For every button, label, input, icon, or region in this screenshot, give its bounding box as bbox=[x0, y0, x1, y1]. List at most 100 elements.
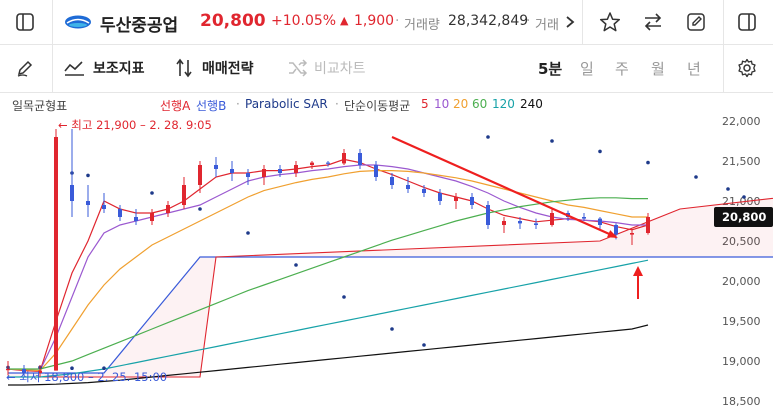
candle-body bbox=[454, 197, 458, 201]
candle-body bbox=[134, 217, 138, 221]
candle-body bbox=[646, 217, 650, 233]
change-percent: +10.05% bbox=[271, 13, 337, 29]
swap-icon[interactable] bbox=[641, 11, 665, 33]
stock-name: 두산중공업 bbox=[100, 16, 179, 36]
sar-dot bbox=[342, 295, 346, 299]
candle-body bbox=[438, 193, 442, 201]
sma-5-legend: 5 bbox=[421, 97, 429, 111]
sma-120-line bbox=[8, 259, 649, 378]
candle-body bbox=[22, 369, 26, 373]
candle-body bbox=[422, 189, 426, 193]
candle-body bbox=[38, 370, 42, 373]
change-amount: 1,900 bbox=[354, 13, 395, 29]
price-chart[interactable]: 22,00021,50021,00020,50020,00019,50019,0… bbox=[0, 92, 773, 418]
up-triangle-icon: ▲ bbox=[340, 14, 349, 27]
candle-body bbox=[294, 165, 298, 173]
sma-120-legend: 120 bbox=[492, 97, 515, 111]
y-tick-label: 22,000 bbox=[722, 115, 761, 128]
candle-body bbox=[102, 205, 106, 209]
chevron-right-icon[interactable] bbox=[563, 13, 577, 31]
header-bar: 두산중공업 20,800 +10.05% ▲ 1,900 · 거래량 28,34… bbox=[0, 0, 773, 45]
candle-body bbox=[550, 213, 554, 225]
divider bbox=[723, 44, 724, 92]
candle-body bbox=[582, 217, 586, 219]
y-tick-label: 20,000 bbox=[722, 275, 761, 288]
period-week-tab[interactable]: 주 bbox=[615, 60, 629, 78]
sma-240-legend: 240 bbox=[520, 97, 543, 111]
candle-body bbox=[54, 137, 58, 371]
sar-dot bbox=[694, 175, 698, 179]
sidebar-toggle-icon[interactable] bbox=[14, 11, 36, 33]
sar-dot bbox=[646, 160, 650, 165]
period-month-tab[interactable]: 월 bbox=[651, 60, 665, 78]
span-b-legend: 선행B bbox=[196, 99, 227, 113]
sma-legend-title: 단순이동평균 bbox=[344, 99, 411, 113]
candle-body bbox=[534, 223, 538, 225]
sar-dot bbox=[86, 173, 90, 178]
candle-body bbox=[342, 153, 346, 164]
y-tick-label: 18,500 bbox=[722, 395, 761, 408]
company-logo bbox=[64, 13, 92, 31]
drawing-pen-icon[interactable] bbox=[14, 57, 36, 79]
sma-60-legend: 60 bbox=[472, 97, 488, 111]
trend-line bbox=[391, 135, 617, 239]
period-5min-tab[interactable]: 5분 bbox=[538, 60, 563, 78]
y-tick-label: 21,500 bbox=[722, 155, 761, 168]
divider bbox=[52, 0, 53, 44]
sar-dot bbox=[486, 135, 490, 139]
candle-body bbox=[198, 165, 202, 185]
indicators-button[interactable]: 보조지표 bbox=[64, 56, 145, 80]
sar-dot bbox=[294, 263, 298, 267]
candle-body bbox=[118, 209, 122, 217]
sar-dot bbox=[102, 366, 106, 371]
candle-body bbox=[470, 197, 474, 205]
star-icon[interactable] bbox=[598, 11, 622, 33]
legend-dot: · bbox=[236, 97, 240, 111]
span-b-line bbox=[8, 197, 773, 378]
current-price: 20,800 bbox=[200, 11, 266, 31]
sma-10-legend: 10 bbox=[434, 97, 450, 111]
divider bbox=[582, 0, 583, 44]
candle-body bbox=[230, 169, 234, 173]
y-tick-label: 20,500 bbox=[722, 235, 761, 248]
candle-body bbox=[502, 221, 506, 225]
candle-body bbox=[150, 213, 154, 221]
sar-dot bbox=[246, 231, 250, 235]
sar-dot bbox=[70, 366, 74, 371]
candle-body bbox=[358, 153, 362, 165]
candle-body bbox=[614, 225, 618, 235]
trend-arrow-head bbox=[607, 230, 618, 238]
shuffle-icon bbox=[289, 59, 308, 77]
volume-value: 28,342,849 bbox=[448, 13, 529, 29]
strategy-button[interactable]: 매매전략 bbox=[175, 56, 254, 80]
candle-body bbox=[518, 221, 522, 224]
panel-toggle-icon[interactable] bbox=[736, 11, 758, 33]
period-day-tab[interactable]: 일 bbox=[580, 60, 594, 78]
candle-body bbox=[70, 185, 74, 201]
separator-dot: · bbox=[395, 13, 400, 29]
candle-body bbox=[182, 185, 186, 205]
candle-body bbox=[86, 201, 90, 205]
volume-label: 거래량 bbox=[404, 18, 440, 33]
sar-dot bbox=[422, 343, 426, 347]
compare-button[interactable]: 비교차트 bbox=[288, 56, 366, 80]
candle-body bbox=[326, 162, 330, 164]
separator-dot: · bbox=[526, 13, 531, 29]
candle-body bbox=[6, 369, 10, 371]
annotation-arrow-head bbox=[633, 266, 643, 276]
sar-dot bbox=[742, 195, 746, 199]
divider bbox=[52, 44, 53, 92]
span-a-line bbox=[8, 256, 773, 374]
sma-20-legend: 20 bbox=[453, 97, 469, 111]
sma-5-line bbox=[7, 158, 649, 373]
buy-sell-arrows-icon bbox=[176, 58, 192, 78]
candle-body bbox=[486, 205, 490, 225]
candle-body bbox=[406, 185, 410, 189]
edit-icon[interactable] bbox=[684, 11, 708, 33]
y-tick-label: 19,500 bbox=[722, 315, 761, 328]
chart-toolbar: 보조지표 매매전략 비교차트 5분 일 주 월 년 bbox=[0, 44, 773, 93]
settings-gear-icon[interactable] bbox=[736, 57, 758, 79]
sar-dot bbox=[198, 207, 202, 211]
candle-body bbox=[246, 173, 250, 177]
period-year-tab[interactable]: 년 bbox=[687, 60, 701, 78]
